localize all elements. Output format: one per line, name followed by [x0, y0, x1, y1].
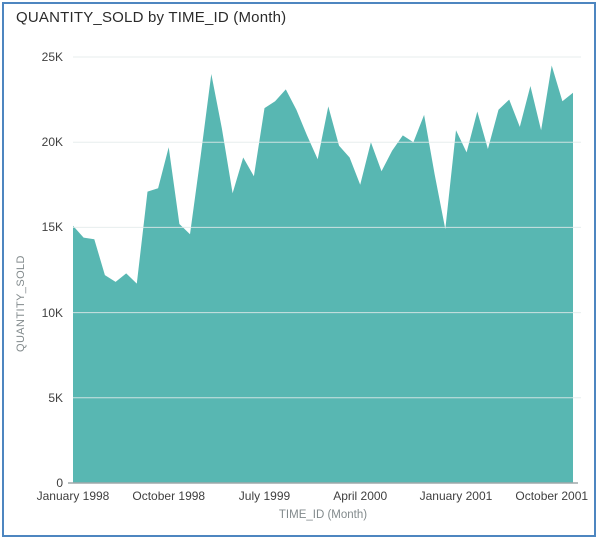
y-tick-label-15K: 15K: [41, 220, 63, 235]
y-tick-label-25K: 25K: [41, 50, 63, 64]
quantity-sold-area-series: [73, 65, 573, 483]
y-axis-title: QUANTITY_SOLD: [15, 255, 27, 352]
y-tick-label-20K: 20K: [41, 135, 63, 150]
x-tick-label-january-2001: January 2001: [419, 489, 493, 503]
y-tick-label-5K: 5K: [48, 390, 63, 405]
x-tick-label-october-2001: October 2001: [515, 489, 589, 503]
y-tick-label-10K: 10K: [41, 305, 63, 320]
x-tick-label-july-1999: July 1999: [238, 489, 291, 503]
x-tick-label-october-1998: October 1998: [132, 489, 206, 503]
y-tick-label-0: 0: [56, 476, 63, 490]
x-tick-label-january-1998: January 1998: [36, 489, 110, 503]
x-tick-label-april-2000: April 2000: [333, 489, 388, 503]
x-axis-title: TIME_ID (Month): [278, 509, 368, 521]
chart-title: QUANTITY_SOLD by TIME_ID (Month): [16, 9, 287, 26]
